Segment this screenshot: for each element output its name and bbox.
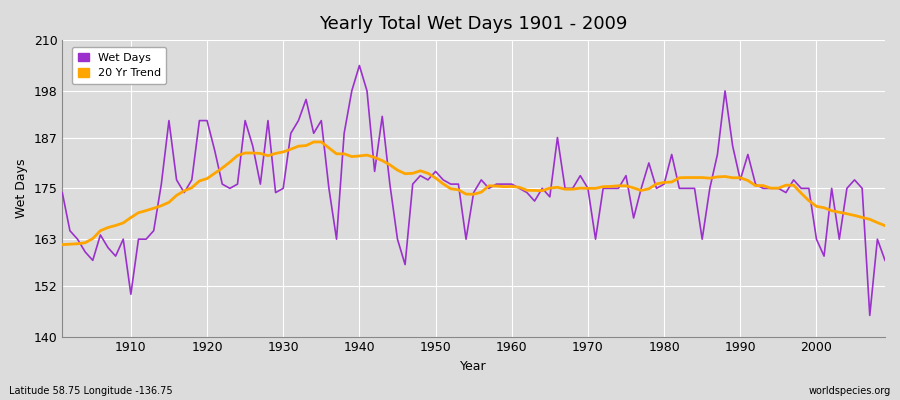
Legend: Wet Days, 20 Yr Trend: Wet Days, 20 Yr Trend bbox=[72, 47, 166, 84]
Title: Yearly Total Wet Days 1901 - 2009: Yearly Total Wet Days 1901 - 2009 bbox=[320, 15, 628, 33]
Y-axis label: Wet Days: Wet Days bbox=[15, 158, 28, 218]
Text: Latitude 58.75 Longitude -136.75: Latitude 58.75 Longitude -136.75 bbox=[9, 386, 173, 396]
X-axis label: Year: Year bbox=[460, 360, 487, 373]
Text: worldspecies.org: worldspecies.org bbox=[809, 386, 891, 396]
